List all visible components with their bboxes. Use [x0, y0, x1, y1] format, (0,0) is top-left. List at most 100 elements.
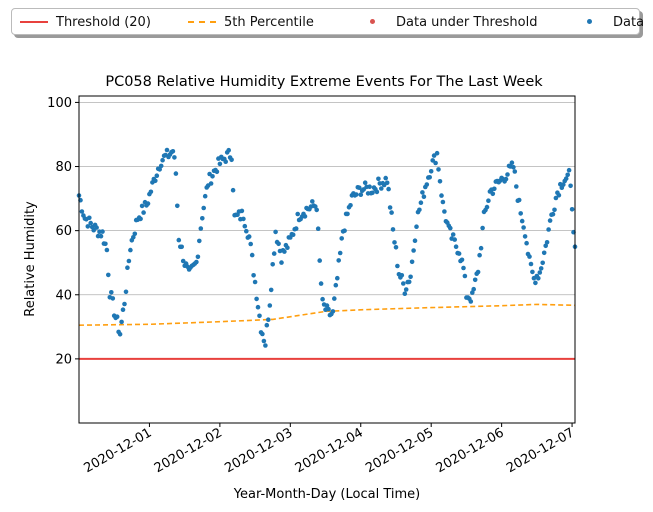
data-point — [471, 286, 477, 292]
data-point — [503, 176, 509, 182]
x-tick-label: 2020-12-01 — [81, 425, 154, 476]
data-point — [252, 279, 258, 285]
data-point — [125, 265, 130, 271]
data-point — [439, 193, 444, 198]
data-point — [519, 218, 525, 224]
legend-label: Threshold (20) — [56, 14, 151, 30]
data-point — [106, 272, 111, 278]
data-point — [484, 204, 490, 210]
data-point — [552, 207, 557, 213]
data-point — [255, 304, 261, 310]
data-point — [264, 322, 270, 328]
data-point — [428, 169, 434, 174]
data-point — [402, 291, 408, 297]
data-point — [117, 332, 123, 337]
data-point — [450, 232, 456, 237]
data-point — [392, 240, 397, 245]
data-point — [358, 192, 364, 197]
data-point — [123, 289, 129, 295]
data-point — [386, 186, 391, 192]
data-point — [310, 199, 315, 204]
data-point — [293, 226, 299, 231]
data-point — [266, 317, 271, 323]
data-point — [389, 210, 394, 215]
data-point — [332, 296, 337, 301]
legend-line — [20, 21, 48, 23]
data-point — [414, 224, 419, 229]
data-point — [393, 245, 399, 250]
data-point — [176, 237, 182, 243]
data-point — [383, 175, 389, 181]
data-point — [436, 167, 441, 172]
legend-dot-swatch — [575, 16, 605, 28]
data-point — [379, 186, 384, 191]
data-point — [122, 301, 127, 307]
data-point — [333, 282, 339, 288]
data-point — [546, 227, 551, 232]
x-axis-label: Year-Month-Day (Local Time) — [233, 487, 420, 502]
data-point — [103, 241, 108, 247]
data-point — [270, 262, 276, 267]
data-point — [285, 245, 290, 250]
chart-title: PC058 Relative Humidity Extreme Events F… — [105, 74, 543, 90]
data-point — [518, 211, 523, 216]
data-point — [401, 281, 406, 286]
data-point — [295, 211, 301, 217]
data-point — [406, 279, 412, 285]
data-point — [345, 211, 350, 217]
data-point — [326, 306, 331, 312]
data-point — [566, 167, 572, 173]
data-point — [421, 194, 427, 199]
data-point — [528, 261, 534, 267]
data-point — [282, 249, 287, 254]
data-point — [527, 254, 532, 259]
data-point — [126, 258, 132, 264]
data-point — [408, 274, 413, 280]
data-point — [480, 225, 485, 231]
data-point — [434, 150, 440, 156]
data-point — [119, 319, 124, 325]
data-point — [537, 270, 543, 275]
data-point — [337, 250, 343, 256]
data-point — [79, 209, 85, 214]
data-point — [160, 157, 165, 163]
data-point — [290, 232, 296, 237]
data-point — [170, 149, 176, 154]
data-point — [420, 190, 425, 195]
data-point — [267, 303, 273, 308]
data-point — [409, 259, 415, 265]
legend-dash-swatch — [186, 16, 216, 28]
data-point — [114, 314, 120, 320]
data-point — [138, 216, 143, 222]
data-point — [456, 251, 462, 256]
data-point — [348, 203, 353, 208]
data-point — [271, 251, 277, 256]
data-point — [561, 182, 566, 187]
y-tick-label: 20 — [55, 352, 72, 367]
data-point — [87, 215, 92, 221]
data-point — [477, 252, 482, 258]
data-point — [88, 220, 93, 226]
data-point — [139, 203, 145, 209]
data-point — [154, 173, 160, 178]
x-axis: 2020-12-012020-12-022020-12-032020-12-04… — [81, 423, 577, 476]
data-point — [200, 216, 205, 221]
data-point — [141, 210, 146, 215]
data-point — [273, 229, 278, 235]
data-point — [530, 269, 535, 275]
data-point — [157, 167, 162, 172]
data-point — [109, 290, 114, 295]
data-point — [85, 224, 91, 229]
data-point — [214, 169, 220, 175]
data-point — [442, 209, 447, 214]
y-tick-label: 40 — [55, 288, 72, 303]
data-point — [374, 189, 380, 195]
data-point — [362, 180, 368, 185]
data-point — [318, 281, 324, 286]
x-tick-label: 2020-12-03 — [222, 425, 295, 476]
data-point — [536, 276, 541, 281]
data-point — [505, 172, 510, 177]
data-point — [524, 240, 529, 246]
data-point — [440, 199, 446, 205]
data-point — [522, 234, 528, 239]
